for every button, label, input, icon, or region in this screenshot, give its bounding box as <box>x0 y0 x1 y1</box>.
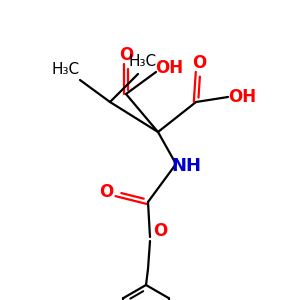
Text: O: O <box>192 54 206 72</box>
Text: O: O <box>99 183 113 201</box>
Text: H₃C: H₃C <box>52 62 80 77</box>
Text: O: O <box>119 46 133 64</box>
Text: OH: OH <box>155 59 183 77</box>
Text: NH: NH <box>171 157 201 175</box>
Text: O: O <box>153 222 167 240</box>
Text: OH: OH <box>228 88 256 106</box>
Text: H₃C: H₃C <box>129 55 157 70</box>
